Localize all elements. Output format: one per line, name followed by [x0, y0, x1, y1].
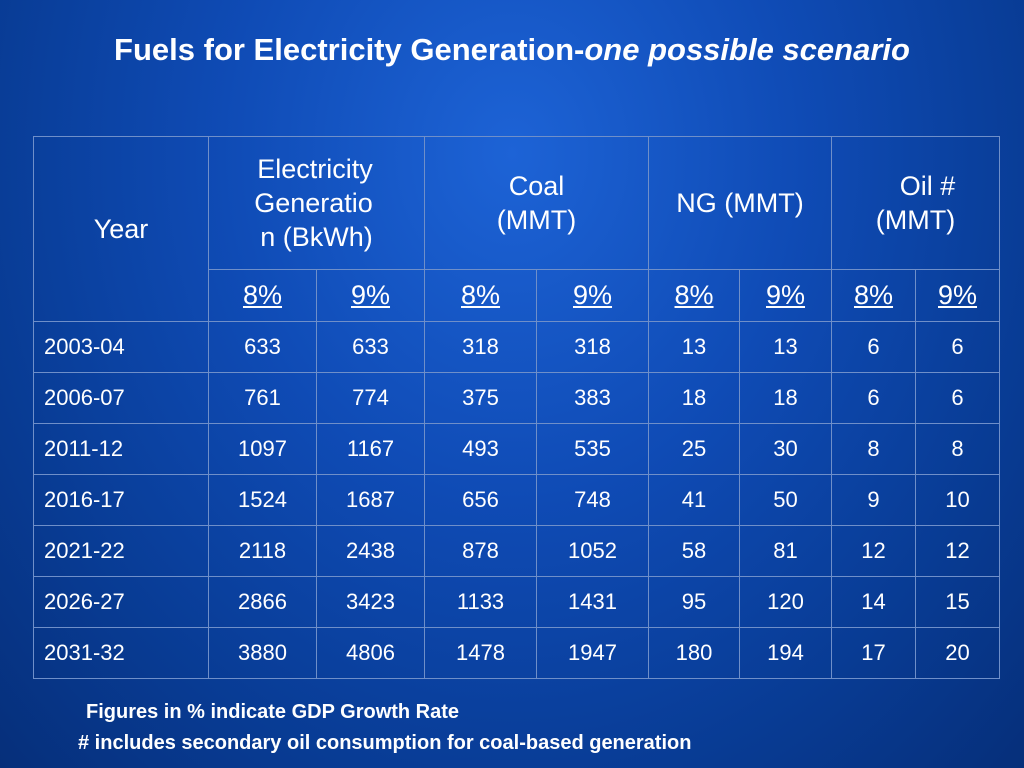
subheader-cell: 9% — [915, 269, 1001, 322]
table-cell: 13 — [739, 321, 833, 373]
table-cell: 656 — [424, 474, 538, 526]
table-cell: 878 — [424, 525, 538, 577]
table-cell: 50 — [739, 474, 833, 526]
table-cell: 383 — [536, 372, 650, 424]
table-row: 2003-04 633 633 318 318 13 13 6 6 — [33, 321, 1001, 373]
table-cell: 6 — [831, 372, 917, 424]
table-cell: 8 — [831, 423, 917, 475]
table-cell: 81 — [739, 525, 833, 577]
table-cell: 15 — [915, 576, 1001, 628]
table-cell: 1687 — [315, 474, 426, 526]
table-cell: 25 — [648, 423, 741, 475]
table-cell: 12 — [831, 525, 917, 577]
table-cell: 95 — [648, 576, 741, 628]
header-row: Year Electricity Generatio n (BkWh) Coal… — [33, 136, 1001, 322]
year-cell: 2021-22 — [33, 525, 209, 577]
table-cell: 1478 — [424, 627, 538, 679]
table-cell: 1524 — [208, 474, 317, 526]
header-year: Year — [33, 136, 209, 322]
table-cell: 3880 — [208, 627, 317, 679]
table-cell: 1431 — [536, 576, 650, 628]
table-cell: 2866 — [208, 576, 317, 628]
table-cell: 9 — [831, 474, 917, 526]
subheader-cell: 9% — [315, 269, 426, 322]
table-cell: 14 — [831, 576, 917, 628]
table-cell: 2118 — [208, 525, 317, 577]
footnote-oil: # includes secondary oil consumption for… — [78, 732, 692, 754]
table-row: 2011-12 1097 1167 493 535 25 30 8 8 — [33, 423, 1001, 475]
year-cell: 2016-17 — [33, 474, 209, 526]
subheader-cell: 8% — [831, 269, 917, 322]
table-cell: 774 — [315, 372, 426, 424]
table-cell: 18 — [739, 372, 833, 424]
table-row: 2021-22 2118 2438 878 1052 58 81 12 12 — [33, 525, 1001, 577]
table-cell: 30 — [739, 423, 833, 475]
subheader-cell: 8% — [424, 269, 538, 322]
year-cell: 2031-32 — [33, 627, 209, 679]
table-row: 2006-07 761 774 375 383 18 18 6 6 — [33, 372, 1001, 424]
table-cell: 8 — [915, 423, 1001, 475]
header-coal: Coal (MMT) — [424, 136, 650, 270]
title-italic: one possible scenario — [584, 32, 910, 67]
subheader-cell: 8% — [208, 269, 317, 322]
year-cell: 2026-27 — [33, 576, 209, 628]
table-row: 2031-32 3880 4806 1478 1947 180 194 17 2… — [33, 627, 1001, 679]
table-cell: 4806 — [315, 627, 426, 679]
table-cell: 120 — [739, 576, 833, 628]
table-cell: 41 — [648, 474, 741, 526]
subheader-cell: 9% — [739, 269, 833, 322]
table-row: 2026-27 2866 3423 1133 1431 95 120 14 15 — [33, 576, 1001, 628]
table-cell: 1167 — [315, 423, 426, 475]
subheader-cell: 9% — [536, 269, 650, 322]
title-main: Fuels for Electricity Generation- — [114, 32, 585, 67]
table-cell: 13 — [648, 321, 741, 373]
table-cell: 1052 — [536, 525, 650, 577]
table-cell: 633 — [208, 321, 317, 373]
footnote-gdp: Figures in % indicate GDP Growth Rate — [86, 701, 460, 723]
table-cell: 20 — [915, 627, 1001, 679]
table-cell: 761 — [208, 372, 317, 424]
table-row: 2016-17 1524 1687 656 748 41 50 9 10 — [33, 474, 1001, 526]
year-cell: 2011-12 — [33, 423, 209, 475]
table-cell: 17 — [831, 627, 917, 679]
table-cell: 318 — [424, 321, 538, 373]
table-cell: 12 — [915, 525, 1001, 577]
table-cell: 58 — [648, 525, 741, 577]
table-cell: 748 — [536, 474, 650, 526]
table-cell: 6 — [915, 372, 1001, 424]
header-oil: Oil # (MMT) — [831, 136, 1001, 270]
year-cell: 2003-04 — [33, 321, 209, 373]
subheader-cell: 8% — [648, 269, 741, 322]
table-cell: 375 — [424, 372, 538, 424]
table-cell: 2438 — [315, 525, 426, 577]
table-cell: 6 — [831, 321, 917, 373]
table-cell: 493 — [424, 423, 538, 475]
header-electricity-generation: Electricity Generatio n (BkWh) — [207, 136, 426, 270]
slide-title: Fuels for Electricity Generation-one pos… — [0, 32, 1024, 68]
table-cell: 18 — [648, 372, 741, 424]
table-cell: 6 — [915, 321, 1001, 373]
table-cell: 318 — [536, 321, 650, 373]
table-cell: 10 — [915, 474, 1001, 526]
fuel-table: Year Electricity Generatio n (BkWh) Coal… — [33, 136, 1001, 679]
table-cell: 1947 — [536, 627, 650, 679]
table-cell: 1133 — [424, 576, 538, 628]
footnotes: Figures in % indicate GDP Growth Rate # … — [78, 697, 691, 759]
table-cell: 535 — [536, 423, 650, 475]
header-ng: NG (MMT) — [648, 136, 833, 270]
table-cell: 180 — [648, 627, 741, 679]
year-cell: 2006-07 — [33, 372, 209, 424]
table-cell: 633 — [315, 321, 426, 373]
table-cell: 3423 — [315, 576, 426, 628]
table-cell: 1097 — [208, 423, 317, 475]
table-cell: 194 — [739, 627, 833, 679]
